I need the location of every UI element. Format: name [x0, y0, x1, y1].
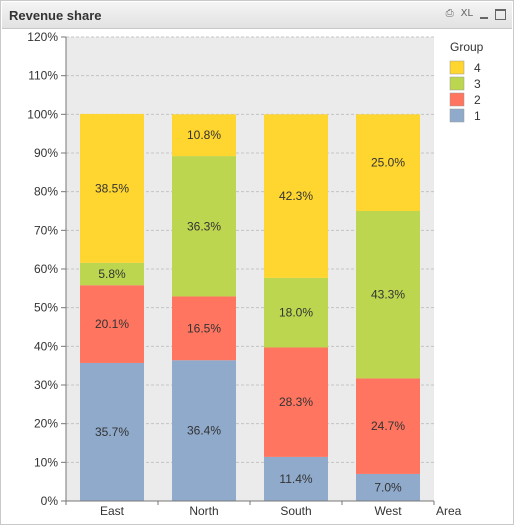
x-axis: East North South West Area [65, 500, 462, 518]
x-tick-label: East [100, 504, 125, 518]
bar-segment[interactable] [80, 285, 144, 363]
chart-title: Revenue share [9, 8, 102, 23]
bar-segment[interactable] [356, 378, 420, 474]
y-tick-label: 70% [34, 223, 58, 237]
bar-segment[interactable] [80, 113, 144, 263]
x-tick-label: West [374, 504, 402, 518]
y-tick-label: 120% [27, 30, 58, 44]
data-label: 35.7% [95, 425, 129, 439]
data-label: 16.5% [187, 321, 221, 335]
y-tick-label: 90% [34, 146, 58, 160]
title-bar-icons: ⎙ XL [446, 8, 506, 20]
y-tick-label: 100% [27, 107, 58, 121]
legend-swatch[interactable] [449, 60, 465, 75]
x-tick-label: South [280, 504, 311, 518]
bar-segment[interactable] [356, 211, 420, 379]
legend: Group 4 3 2 1 [449, 40, 484, 123]
bars [80, 113, 420, 501]
bar-segment[interactable] [80, 262, 144, 286]
data-label: 36.3% [187, 219, 221, 233]
legend-label: 2 [474, 93, 481, 107]
legend-swatch[interactable] [449, 76, 465, 91]
y-tick-label: 20% [34, 417, 58, 431]
data-label: 20.1% [95, 317, 129, 331]
data-label: 5.8% [98, 267, 126, 281]
stacked-bar-chart: 35.7% 20.1% 5.8% 38.5% 36.4% 16.5% 36.3% 10.8% 1… [27, 30, 484, 518]
data-label: 25.0% [371, 156, 405, 170]
y-tick-label: 0% [41, 494, 59, 508]
data-label: 24.7% [371, 419, 405, 433]
bar-segment[interactable] [172, 114, 236, 157]
y-axis: 0% 10% 20% 30% 40% 50% 60% 70% 80% 90% 100% 110% 120… [27, 30, 67, 508]
legend-label: 3 [474, 77, 481, 91]
bar-segment[interactable] [172, 360, 236, 501]
data-label: 11.4% [279, 472, 312, 486]
bar-segment[interactable] [264, 277, 328, 348]
maximize-icon[interactable] [495, 8, 506, 20]
x-axis-title: Area [436, 504, 462, 518]
bar-segment[interactable] [80, 362, 144, 501]
data-label: 28.3% [279, 395, 313, 409]
y-tick-label: 40% [34, 339, 58, 353]
y-tick-label: 30% [34, 378, 58, 392]
legend-label: 1 [474, 109, 481, 123]
data-labels: 35.7% 20.1% 5.8% 38.5% 36.4% 16.5% 36.3% 10.8% 1… [95, 128, 405, 494]
xl-export-icon[interactable]: XL [460, 8, 473, 19]
legend-swatch[interactable] [449, 92, 465, 107]
data-label: 38.5% [95, 181, 129, 195]
bar-segment[interactable] [264, 347, 328, 457]
data-label: 7.0% [374, 480, 402, 494]
legend-label: 4 [474, 61, 481, 75]
y-tick-label: 60% [34, 262, 58, 276]
bar-segment[interactable] [356, 114, 420, 211]
legend-swatch[interactable] [449, 108, 465, 123]
y-tick-label: 50% [34, 301, 58, 315]
data-label: 18.0% [279, 306, 313, 320]
data-label: 43.3% [371, 288, 405, 302]
y-tick-label: 80% [34, 185, 58, 199]
bar-segment[interactable] [264, 114, 328, 278]
data-label: 36.4% [187, 424, 221, 438]
minimize-icon[interactable] [480, 16, 488, 19]
bar-segment[interactable] [264, 456, 328, 501]
print-icon[interactable]: ⎙ [445, 8, 454, 19]
data-label: 10.8% [187, 128, 221, 142]
data-label: 42.3% [279, 189, 313, 203]
y-tick-label: 110% [28, 69, 58, 83]
title-bar: Revenue share ⎙ XL [2, 2, 512, 29]
bar-segment[interactable] [356, 473, 420, 501]
bar-segment[interactable] [172, 156, 236, 297]
bar-segment[interactable] [172, 296, 236, 361]
x-tick-label: North [189, 504, 218, 518]
legend-title: Group [450, 40, 484, 54]
y-tick-label: 10% [34, 455, 58, 469]
